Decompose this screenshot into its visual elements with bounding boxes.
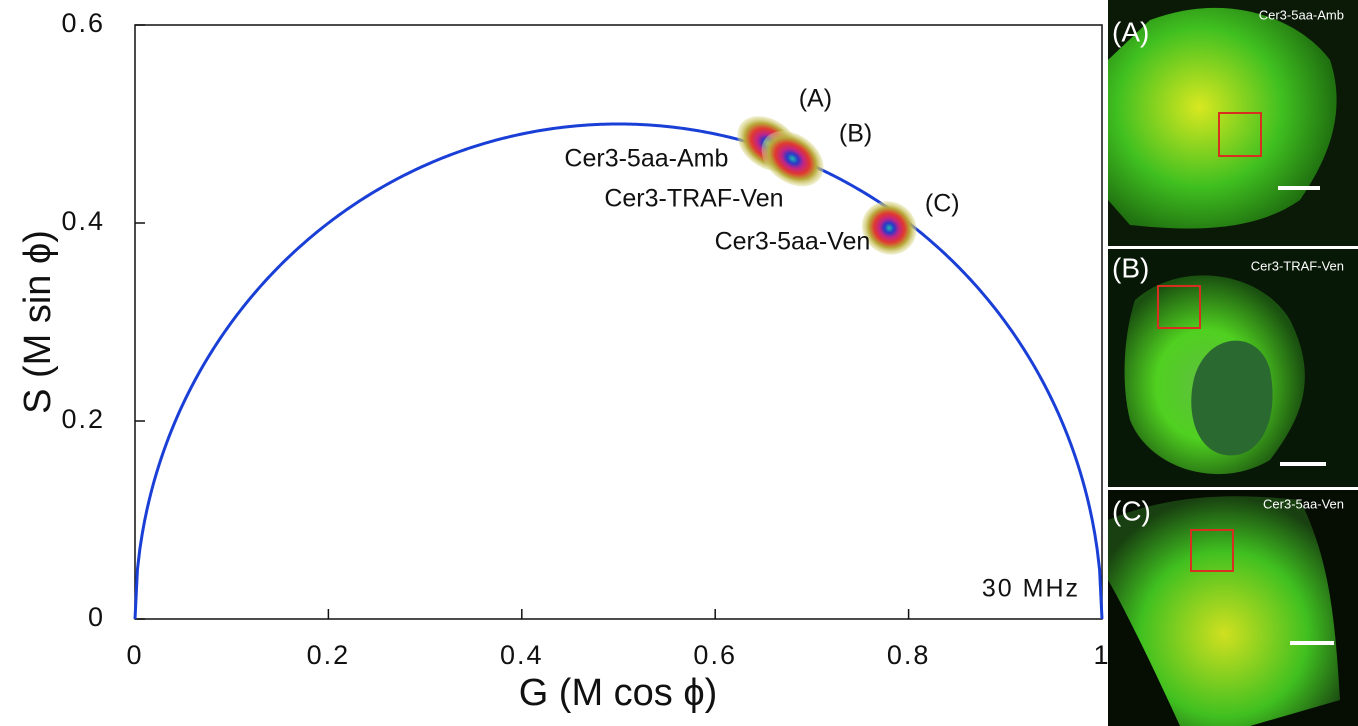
cluster-name: Cer3-5aa-Ven bbox=[715, 228, 871, 256]
cluster-tag: (B) bbox=[839, 119, 872, 147]
cluster-tag: (A) bbox=[799, 84, 832, 112]
y-tick-label: 0.6 bbox=[61, 8, 105, 38]
y-axis-label: S (M sin ϕ) bbox=[17, 230, 59, 414]
x-tick-label: 0.4 bbox=[500, 640, 544, 670]
x-tick-label: 0.6 bbox=[693, 640, 737, 670]
cluster-tag: (C) bbox=[925, 190, 960, 218]
universal-circle bbox=[133, 122, 1104, 620]
panel: (C) Cer3-5aa-Ven bbox=[1108, 490, 1358, 726]
x-tick-label: 1 bbox=[1093, 640, 1110, 670]
cluster bbox=[761, 130, 824, 187]
panel-title: Cer3-5aa-Amb bbox=[1259, 7, 1344, 22]
y-tick-label: 0.4 bbox=[61, 206, 105, 236]
panel: (A) Cer3-5aa-Amb bbox=[1108, 0, 1358, 246]
panel-label: (C) bbox=[1112, 495, 1151, 526]
cluster bbox=[861, 201, 917, 255]
frequency-label: 30 MHz bbox=[982, 575, 1080, 603]
x-tick-label: 0.2 bbox=[307, 640, 351, 670]
y-tick-label: 0 bbox=[88, 602, 105, 632]
panel: (B) Cer3-TRAF-Ven bbox=[1108, 249, 1358, 487]
panel-title: Cer3-TRAF-Ven bbox=[1251, 258, 1344, 273]
cluster-name: Cer3-TRAF-Ven bbox=[604, 184, 783, 212]
panel-label: (B) bbox=[1112, 252, 1149, 283]
x-tick-label: 0 bbox=[126, 640, 143, 670]
y-tick-label: 0.2 bbox=[61, 404, 105, 434]
panel-label: (A) bbox=[1112, 16, 1149, 47]
plot-frame bbox=[134, 24, 1103, 620]
cluster-name: Cer3-5aa-Amb bbox=[564, 144, 728, 172]
x-axis-label: G (M cos ϕ) bbox=[519, 672, 718, 714]
x-tick-label: 0.8 bbox=[887, 640, 931, 670]
panel-title: Cer3-5aa-Ven bbox=[1263, 496, 1344, 511]
